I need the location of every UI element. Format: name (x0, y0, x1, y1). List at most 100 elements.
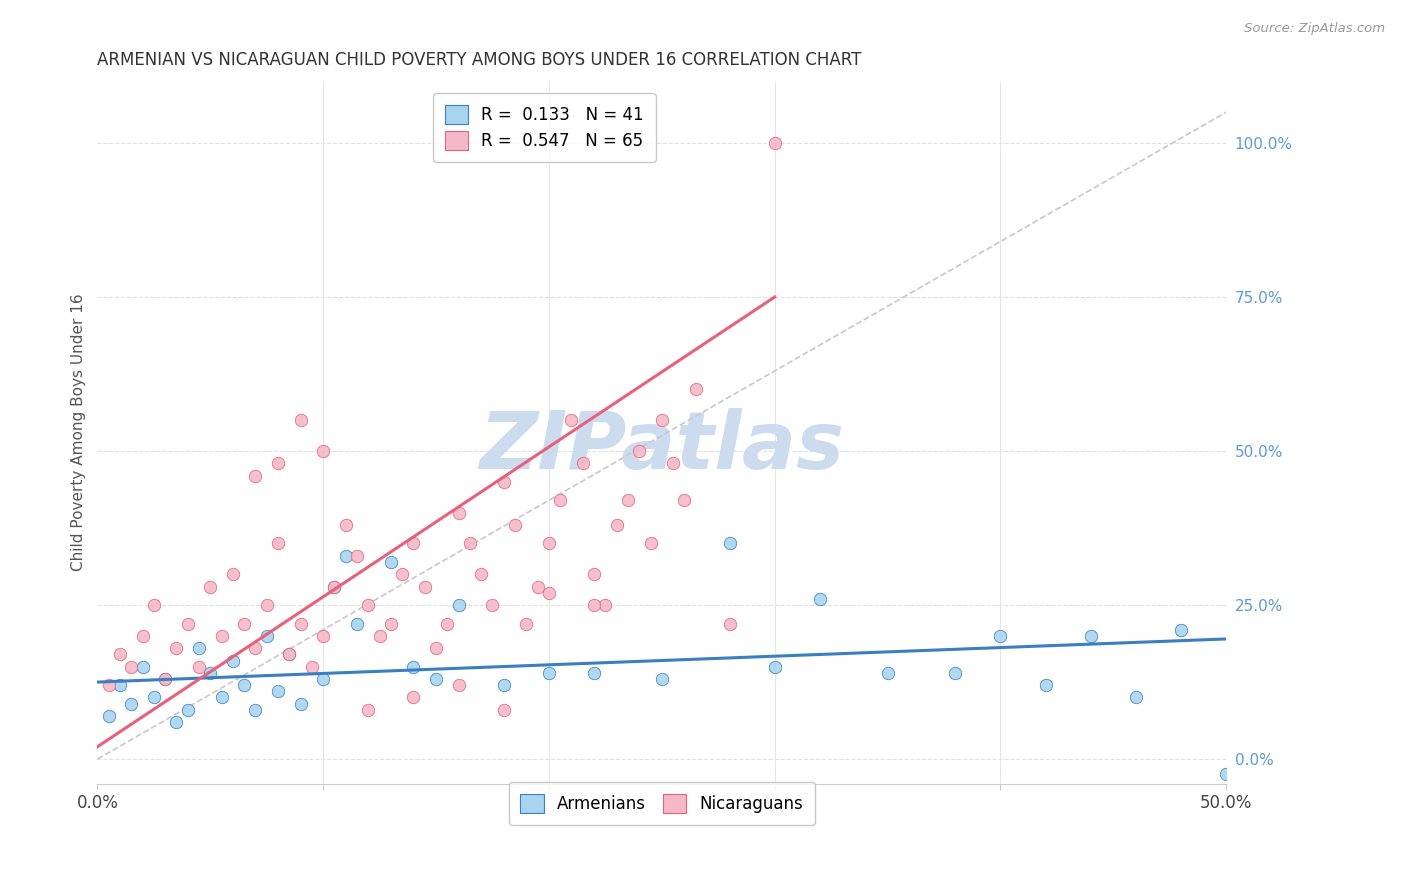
Point (165, 715, 187, 730)
Point (290, 697, 312, 711)
Point (120, 697, 142, 711)
Point (222, 567, 245, 582)
Point (278, 648, 301, 662)
Point (402, 659, 425, 673)
Point (245, 641, 267, 656)
Point (413, 580, 436, 594)
Point (628, 444, 651, 458)
Point (200, 665, 222, 680)
Point (256, 629, 278, 643)
Point (640, 536, 662, 550)
Point (402, 690, 425, 705)
Point (267, 536, 290, 550)
Point (165, 641, 187, 656)
Point (142, 598, 165, 612)
Point (537, 665, 560, 680)
Point (1125, 690, 1147, 705)
Point (571, 456, 593, 470)
Point (503, 518, 526, 533)
Point (312, 444, 335, 458)
Point (290, 413, 312, 427)
Point (176, 616, 198, 631)
Point (233, 616, 256, 631)
Point (290, 616, 312, 631)
Point (537, 586, 560, 600)
Point (222, 653, 245, 667)
Point (763, 659, 786, 673)
Point (606, 518, 628, 533)
Point (425, 641, 447, 656)
Point (492, 703, 515, 717)
Point (876, 665, 898, 680)
Point (526, 580, 548, 594)
Point (537, 536, 560, 550)
Point (357, 703, 380, 717)
Point (492, 475, 515, 489)
Point (548, 493, 571, 508)
Point (211, 690, 233, 705)
Point (583, 598, 606, 612)
Point (188, 641, 211, 656)
Text: ARMENIAN VS NICARAGUAN CHILD POVERTY AMONG BOYS UNDER 16 CORRELATION CHART: ARMENIAN VS NICARAGUAN CHILD POVERTY AMO… (97, 51, 862, 69)
Point (368, 629, 391, 643)
Point (323, 580, 346, 594)
Point (990, 629, 1012, 643)
Point (763, 136, 786, 150)
Point (97, 678, 120, 692)
Legend: Armenians, Nicaraguans: Armenians, Nicaraguans (509, 782, 815, 824)
Point (1215, 767, 1237, 781)
Point (153, 672, 176, 686)
Text: Source: ZipAtlas.com: Source: ZipAtlas.com (1244, 22, 1385, 36)
Point (188, 659, 211, 673)
Point (278, 648, 301, 662)
Point (617, 493, 640, 508)
Point (718, 536, 741, 550)
Point (267, 684, 290, 698)
Point (560, 413, 582, 427)
Point (583, 665, 606, 680)
Point (233, 678, 256, 692)
Point (492, 678, 515, 692)
Point (200, 580, 222, 594)
Point (595, 598, 617, 612)
Text: ZIPatlas: ZIPatlas (479, 408, 844, 485)
Point (108, 648, 131, 662)
Point (211, 629, 233, 643)
Point (481, 598, 503, 612)
Point (176, 703, 198, 717)
Point (651, 672, 673, 686)
Point (256, 598, 278, 612)
Point (380, 555, 402, 569)
Point (245, 468, 267, 483)
Point (458, 536, 481, 550)
Point (718, 616, 741, 631)
Point (153, 672, 176, 686)
Point (470, 567, 492, 582)
Point (1170, 623, 1192, 637)
Point (97, 709, 120, 723)
Point (583, 567, 606, 582)
Point (447, 598, 470, 612)
Point (131, 659, 153, 673)
Point (245, 703, 267, 717)
Point (267, 456, 290, 470)
Y-axis label: Child Poverty Among Boys Under 16: Child Poverty Among Boys Under 16 (72, 293, 86, 572)
Point (380, 616, 402, 631)
Point (335, 518, 357, 533)
Point (1035, 678, 1057, 692)
Point (312, 672, 335, 686)
Point (515, 616, 537, 631)
Point (391, 567, 413, 582)
Point (120, 659, 142, 673)
Point (943, 665, 966, 680)
Point (131, 629, 153, 643)
Point (335, 549, 357, 563)
Point (346, 616, 368, 631)
Point (447, 678, 470, 692)
Point (425, 672, 447, 686)
Point (312, 629, 335, 643)
Point (301, 659, 323, 673)
Point (673, 493, 696, 508)
Point (1080, 629, 1102, 643)
Point (142, 690, 165, 705)
